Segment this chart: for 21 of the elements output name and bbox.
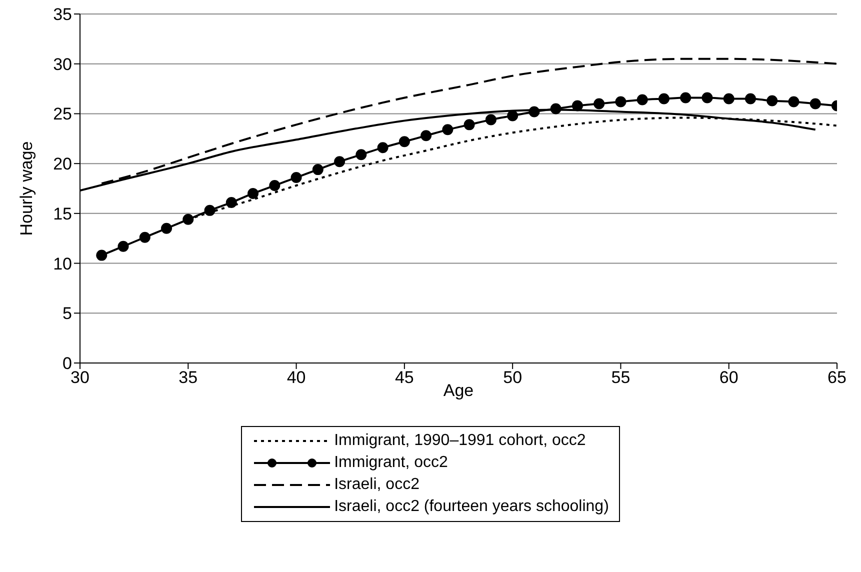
- y-tick-label: 25: [53, 104, 72, 124]
- x-tick-label: 50: [503, 368, 522, 388]
- x-axis-title: Age: [443, 381, 474, 400]
- legend-label: Immigrant, 1990–1991 cohort, occ2: [334, 432, 586, 450]
- y-tick-label: 35: [53, 5, 72, 24]
- y-tick-label: 10: [53, 254, 72, 274]
- x-tick-label: 65: [828, 368, 846, 388]
- x-tick-label: 45: [394, 368, 414, 388]
- x-tick-label: 35: [178, 368, 198, 388]
- x-tick-label: 60: [719, 368, 738, 388]
- legend-label: Israeli, occ2: [334, 476, 420, 494]
- legend-label: Israeli, occ2 (fourteen years schooling): [334, 498, 609, 516]
- x-tick-label: 55: [611, 368, 630, 388]
- y-axis-title: Hourly wage: [17, 141, 36, 236]
- y-tick-label: 20: [53, 154, 72, 174]
- y-tick-label: 5: [62, 304, 72, 324]
- y-tick-label: 15: [53, 204, 72, 224]
- y-tick-label: 0: [62, 354, 72, 374]
- x-tick-label: 40: [286, 368, 306, 388]
- legend-label: Immigrant, occ2: [334, 454, 448, 472]
- y-tick-label: 30: [53, 54, 72, 74]
